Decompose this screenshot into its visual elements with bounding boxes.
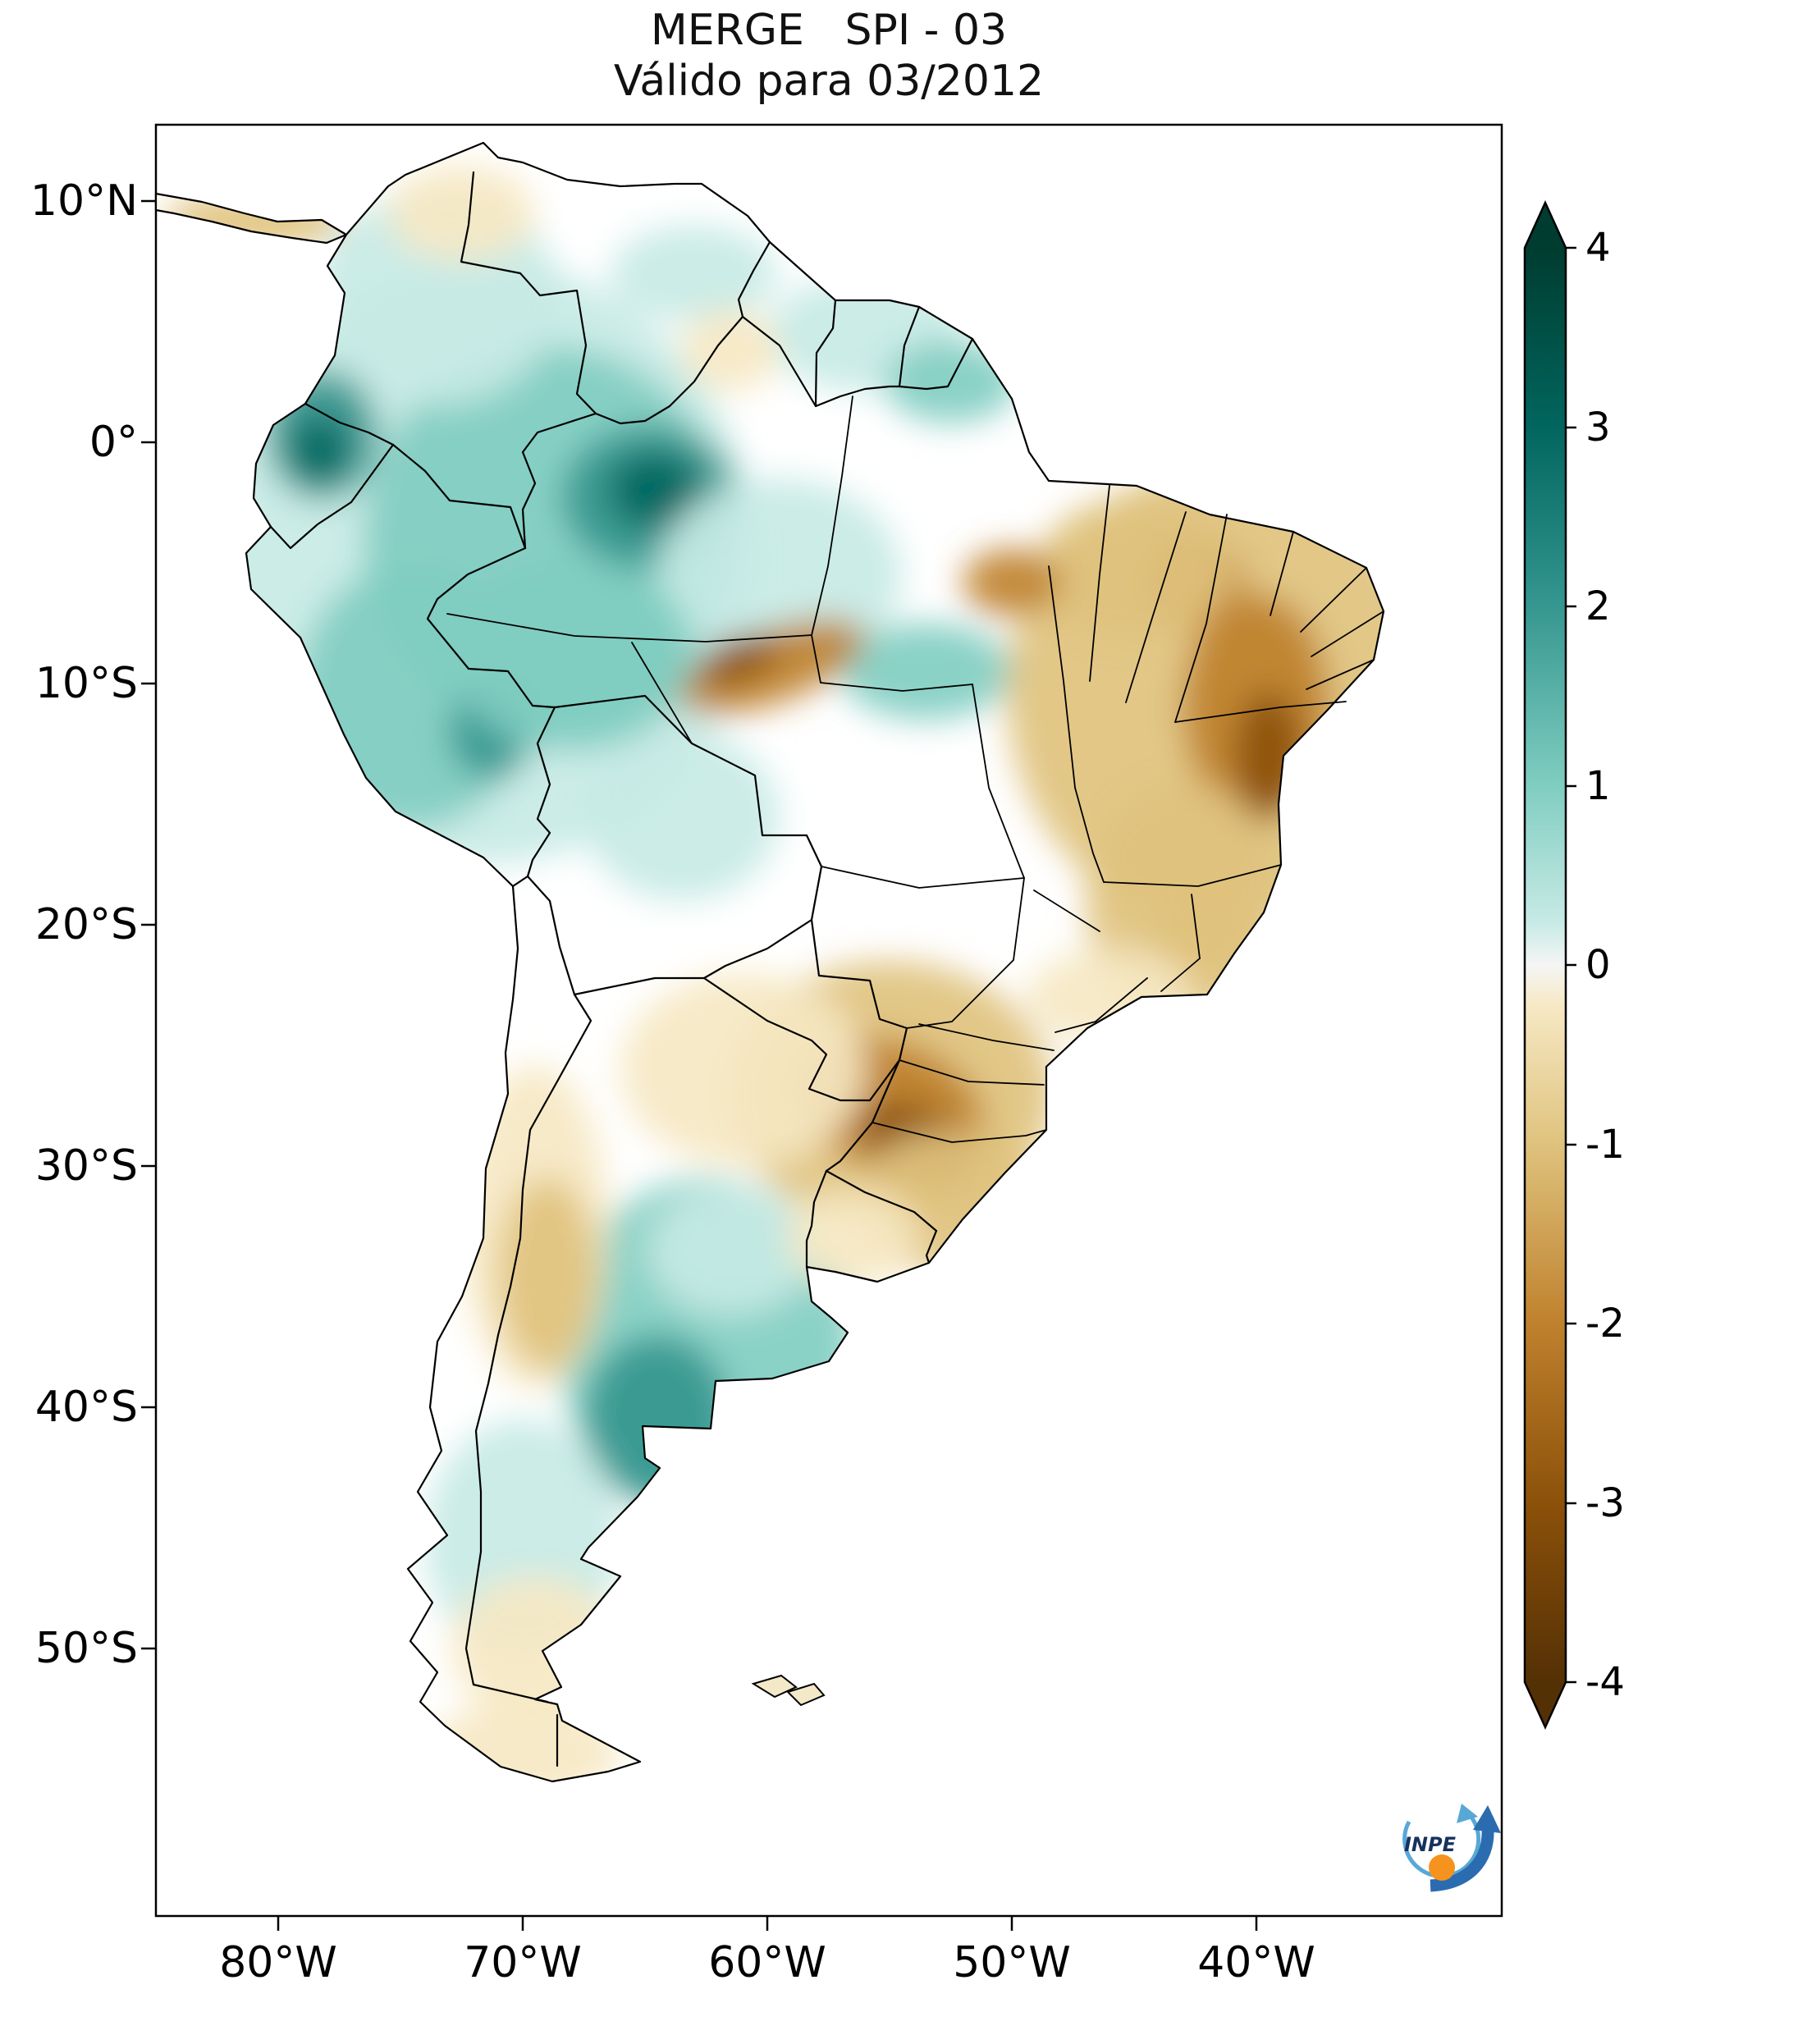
y-tick-label: 0°: [89, 418, 138, 467]
inpe-logo: INPE: [1402, 1804, 1501, 1892]
colorbar-tick-label: 3: [1585, 405, 1611, 450]
islands: [751, 1674, 826, 1707]
title-block: MERGE SPI - 03 Válido para 03/2012: [156, 5, 1502, 107]
x-tick-label: 60°W: [708, 1938, 826, 1987]
chart-title: MERGE SPI - 03: [650, 6, 1008, 55]
y-tick-label: 10°N: [30, 176, 138, 226]
x-tick-label: 40°W: [1197, 1938, 1315, 1987]
colorbar-tick-label: -2: [1585, 1301, 1625, 1347]
colorbar-tick-label: 0: [1585, 942, 1611, 988]
orange-ball-icon: [1429, 1854, 1455, 1881]
axis-ticks: [141, 199, 1258, 1931]
x-tick-label: 70°W: [464, 1938, 582, 1987]
y-tick-label: 20°S: [34, 900, 138, 949]
y-tick-label: 30°S: [34, 1141, 138, 1191]
y-tick-label: 50°S: [34, 1624, 138, 1673]
colorbar-tick-label: -3: [1585, 1480, 1625, 1526]
chart-subtitle: Válido para 03/2012: [613, 57, 1045, 106]
colorbar: [1523, 199, 1576, 1731]
x-tick-label: 50°W: [953, 1938, 1071, 1987]
colorbar-tick-label: 4: [1585, 225, 1611, 271]
colorbar-tick-label: 2: [1585, 583, 1611, 629]
big-arrow-icon: [1473, 1805, 1501, 1833]
swirl-arrow-icon: [1457, 1804, 1478, 1823]
colorbar-tick-label: -4: [1585, 1659, 1625, 1705]
y-tick-label: 10°S: [34, 659, 138, 708]
x-tick-label: 80°W: [219, 1938, 337, 1987]
y-tick-label: 40°S: [34, 1383, 138, 1432]
inpe-logo-text: INPE: [1404, 1833, 1457, 1856]
colorbar-tick-label: 1: [1585, 763, 1611, 809]
colorbar-tick-label: -1: [1585, 1122, 1625, 1168]
borders: [154, 141, 1385, 1783]
